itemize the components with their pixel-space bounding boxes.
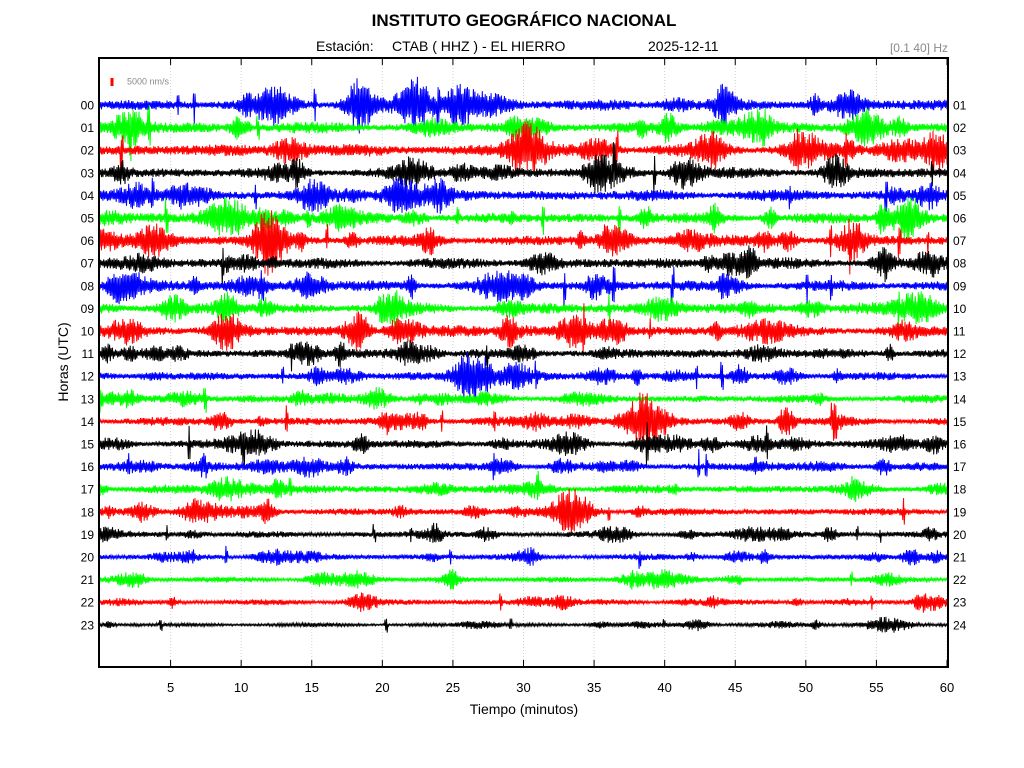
trace-hour-06 [99,210,948,276]
trace-hour-21 [99,569,948,590]
hour-label-right: 11 [953,325,966,339]
x-tick-label: 5 [167,680,174,695]
trace-hour-12 [99,352,948,403]
hour-label-right: 14 [953,392,967,406]
hour-label-right: 07 [953,234,967,248]
x-tick-label: 35 [587,680,601,695]
hour-label-right: 19 [953,505,967,519]
amplitude-scale-label: 5000 nm/s [127,77,170,87]
x-tick-label: 25 [446,680,460,695]
hour-label-left: 12 [81,370,95,384]
hour-label-left: 14 [81,415,95,429]
hour-label-right: 08 [953,257,967,271]
hour-labels-left: 00 01 02 03 04 05 06 07 08 09 10 11 12 13 14 15 16 17 18 19… [81,99,95,633]
trace-hour-04 [99,177,948,214]
hour-label-left: 19 [81,528,95,542]
trace-hour-11 [99,339,948,373]
hour-label-left: 09 [81,302,95,316]
trace-hour-07 [99,245,948,287]
hour-label-left: 23 [81,618,95,632]
trace-hour-23 [99,616,948,633]
station-name: CTAB ( HHZ ) - EL HIERRO [392,38,566,54]
hour-label-right: 12 [953,347,967,361]
trace-hour-13 [99,387,948,413]
trace-hour-18 [99,488,948,536]
chart-title: INSTITUTO GEOGRÁFICO NACIONAL [372,11,677,30]
hour-label-right: 24 [953,618,967,632]
x-axis-ticks: 5 10 15 20 25 30 35 40 45 50 55 60 [167,59,954,695]
frequency-band: [0.1 40] Hz [890,41,948,55]
x-tick-label: 10 [234,680,248,695]
hour-label-left: 03 [81,166,95,180]
hour-label-right: 13 [953,370,967,384]
hour-label-right: 04 [953,166,967,180]
hour-label-right: 20 [953,528,967,542]
hour-label-left: 11 [82,347,95,361]
hour-label-right: 21 [953,551,967,565]
x-tick-label: 15 [305,680,319,695]
hour-label-right: 22 [953,573,967,587]
hour-label-left: 15 [81,438,95,452]
hour-label-right: 01 [953,99,967,113]
hour-label-left: 10 [81,325,95,339]
trace-hour-15 [99,422,948,468]
trace-hour-05 [99,197,948,244]
trace-hour-22 [99,592,948,613]
trace-hour-09 [99,290,948,333]
trace-hour-08 [99,266,948,308]
hour-label-left: 13 [81,392,95,406]
x-tick-label: 60 [940,680,954,695]
hour-label-right: 18 [953,483,967,497]
trace-hour-14 [99,392,948,446]
trace-hour-20 [99,545,948,569]
hour-label-right: 09 [953,279,967,293]
hour-label-left: 02 [81,144,95,158]
hour-label-right: 03 [953,144,967,158]
y-axis-label: Horas (UTC) [55,322,71,401]
x-tick-label: 45 [728,680,742,695]
hour-label-left: 07 [81,257,95,271]
hour-label-left: 20 [81,551,95,565]
x-tick-label: 30 [516,680,530,695]
hour-label-right: 10 [953,302,967,316]
x-axis-label: Tiempo (minutos) [470,701,578,717]
hour-label-left: 17 [81,483,95,497]
hour-label-left: 21 [81,573,95,587]
hour-label-left: 08 [81,279,95,293]
hour-label-right: 15 [953,415,967,429]
trace-hour-03 [99,142,948,194]
x-tick-label: 20 [375,680,389,695]
trace-hour-02 [99,120,948,176]
trace-hour-10 [99,303,948,356]
hour-label-left: 00 [81,99,95,113]
x-tick-label: 55 [869,680,883,695]
hour-label-left: 05 [81,212,95,226]
hour-labels-right: 01 02 03 04 05 06 07 08 09 10 11 12 13 14 15 16 17 18 19 20… [953,99,967,633]
hour-label-right: 17 [953,460,967,474]
x-tick-label: 40 [657,680,671,695]
hour-label-right: 02 [953,121,967,135]
hour-label-right: 05 [953,189,967,203]
hour-label-right: 06 [953,212,967,226]
hour-label-left: 04 [81,189,95,203]
hour-label-right: 23 [953,596,967,610]
hour-label-left: 06 [81,234,95,248]
amplitude-scale-bar [110,78,114,86]
seismic-traces [99,76,948,633]
record-date: 2025-12-11 [648,38,719,54]
hour-label-left: 22 [81,596,95,610]
hour-label-right: 16 [953,438,967,452]
hour-label-left: 18 [81,505,95,519]
trace-hour-16 [99,449,948,481]
x-tick-label: 50 [799,680,813,695]
hour-label-left: 01 [81,121,95,135]
station-label: Estación: [316,38,374,54]
trace-hour-00 [99,76,948,134]
plot-frame [98,57,949,668]
trace-hour-17 [99,470,948,503]
trace-hour-19 [99,522,948,543]
hour-label-left: 16 [81,460,95,474]
